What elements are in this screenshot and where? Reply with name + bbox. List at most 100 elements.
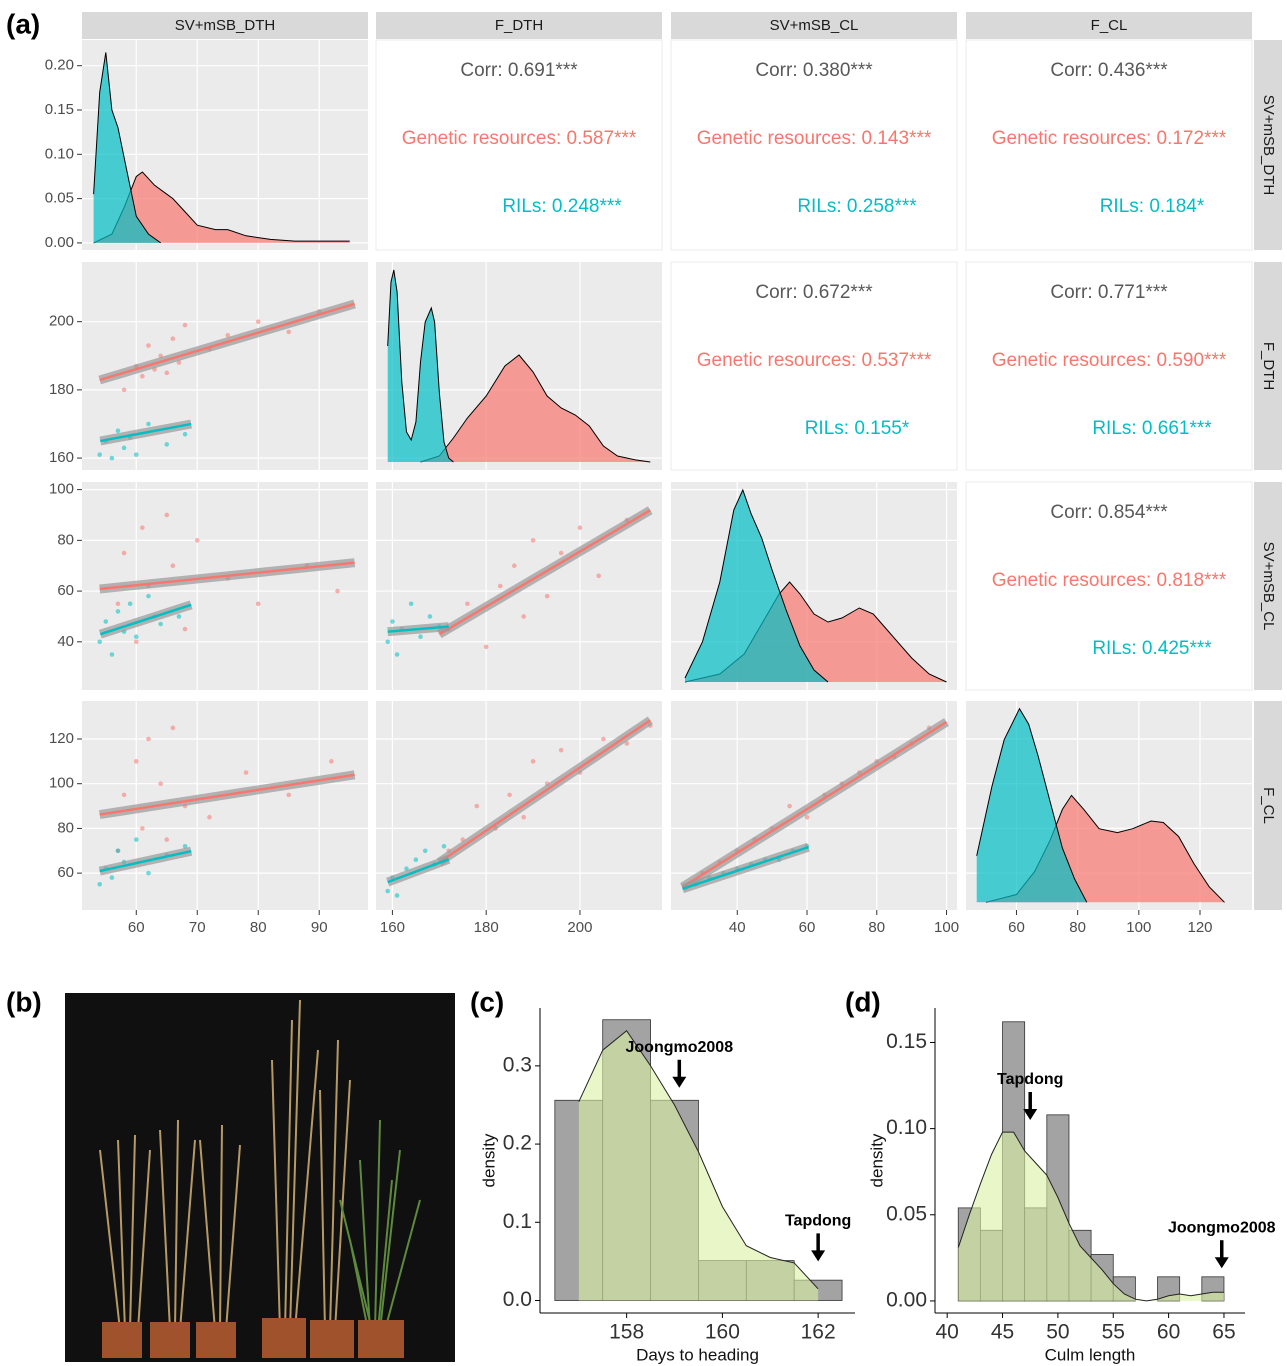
- panel-bg: [965, 39, 1253, 251]
- point: [133, 759, 139, 764]
- correlation-text: Corr: 0.691***: [460, 60, 578, 81]
- density-line: [957, 1131, 1224, 1302]
- x-tick-label: 120: [1187, 919, 1212, 936]
- x-tick-label: 55: [1102, 1321, 1125, 1344]
- y-axis-title: density: [867, 1133, 886, 1187]
- point: [97, 881, 102, 887]
- point: [182, 626, 188, 632]
- correlation-text: Corr: 0.436***: [1050, 60, 1168, 81]
- point: [121, 550, 127, 556]
- point: [335, 588, 340, 594]
- correlation-text: Genetic resources: 0.818***: [992, 570, 1227, 591]
- y-tick-label: 0.00: [45, 234, 74, 251]
- fit-line: [99, 302, 355, 382]
- strip: [1254, 40, 1282, 250]
- x-tick-label: 162: [801, 1321, 836, 1344]
- correlation-text: RILs: 0.258***: [797, 196, 917, 217]
- x-axis-title: Culm length: [1045, 1345, 1136, 1364]
- x-tick-label: 50: [1046, 1321, 1069, 1344]
- panel: [966, 701, 1252, 910]
- x-tick-label: 80: [868, 919, 885, 936]
- annotation-label: Tapdong: [997, 1071, 1063, 1088]
- point: [507, 792, 512, 798]
- y-tick-label: 0.2: [503, 1132, 532, 1155]
- y-tick-label: 180: [49, 381, 74, 398]
- point: [601, 736, 606, 742]
- annotation-label: Joongmo2008: [1168, 1219, 1276, 1236]
- strip: [1254, 262, 1282, 470]
- annotation-arrowhead: [1023, 1109, 1038, 1121]
- strip: [376, 12, 662, 39]
- point: [624, 741, 630, 746]
- point: [182, 431, 188, 437]
- density-area: [420, 355, 651, 462]
- panel: [671, 701, 957, 910]
- point: [164, 442, 170, 447]
- density-area: [958, 1132, 1224, 1301]
- panel-bg: [965, 261, 1253, 471]
- point: [394, 652, 400, 657]
- point: [255, 601, 261, 607]
- x-tick-label: 45: [991, 1321, 1014, 1344]
- point: [109, 875, 115, 880]
- correlation-text: Genetic resources: 0.172***: [992, 128, 1227, 149]
- y-tick-label: 120: [49, 730, 74, 747]
- density-area: [93, 172, 350, 243]
- y-tick-label: 60: [57, 582, 74, 599]
- point: [413, 857, 419, 863]
- x-tick-label: 60: [128, 919, 145, 936]
- y-tick-label: 0.10: [45, 145, 74, 162]
- correlation-text: Corr: 0.380***: [755, 60, 873, 81]
- point: [804, 814, 810, 820]
- fit-line: [99, 773, 355, 816]
- point: [103, 619, 109, 624]
- x-tick-label: 60: [799, 919, 816, 936]
- y-tick-label: 0.05: [886, 1202, 927, 1225]
- panel: [376, 262, 662, 470]
- point: [385, 639, 391, 645]
- y-tick-label: 80: [57, 531, 74, 548]
- strip-label: F_DTH: [1260, 342, 1277, 390]
- correlation-text: Genetic resources: 0.537***: [697, 350, 932, 371]
- y-axis-title: density: [479, 1133, 498, 1187]
- point: [146, 343, 151, 348]
- point: [115, 601, 121, 607]
- density-line: [976, 707, 1088, 903]
- point: [164, 512, 170, 518]
- x-axis-title: Days to heading: [636, 1345, 759, 1364]
- strip: [966, 12, 1252, 39]
- strip-label: F_CL: [1091, 17, 1128, 34]
- panel-label: (c): [470, 986, 504, 1017]
- point: [176, 360, 182, 365]
- strip-label: SV+mSB_CL: [1260, 542, 1277, 631]
- y-tick-label: 0.0: [503, 1288, 532, 1311]
- point: [140, 826, 145, 831]
- panel: [376, 701, 662, 910]
- point: [596, 573, 602, 579]
- panel: Corr: 0.672*** Genetic resources: 0.537**…: [670, 261, 958, 471]
- panel: [82, 40, 368, 250]
- point: [521, 814, 526, 820]
- point: [441, 843, 447, 849]
- panel: Corr: 0.380*** Genetic resources: 0.143**…: [670, 39, 958, 251]
- point: [512, 563, 517, 569]
- panel-bg: [82, 701, 368, 910]
- y-tick-label: 0.15: [45, 101, 74, 118]
- point: [530, 759, 536, 764]
- point: [422, 848, 428, 854]
- histogram-panel: 0.00 0.05 0.10 0.15 40 45 50 55 60 65 Culm length d…: [867, 1008, 1276, 1364]
- point: [558, 747, 564, 753]
- point: [408, 601, 414, 607]
- point: [140, 373, 145, 379]
- fit-line: [100, 422, 192, 443]
- correlation-text: RILs: 0.248***: [502, 196, 622, 217]
- panel: Corr: 0.436*** Genetic resources: 0.172**…: [965, 39, 1253, 251]
- point: [115, 848, 121, 854]
- y-tick-label: 40: [57, 633, 74, 650]
- strip: [1254, 482, 1282, 690]
- point: [483, 644, 489, 650]
- point: [146, 870, 151, 876]
- point: [474, 803, 480, 809]
- point: [127, 601, 133, 607]
